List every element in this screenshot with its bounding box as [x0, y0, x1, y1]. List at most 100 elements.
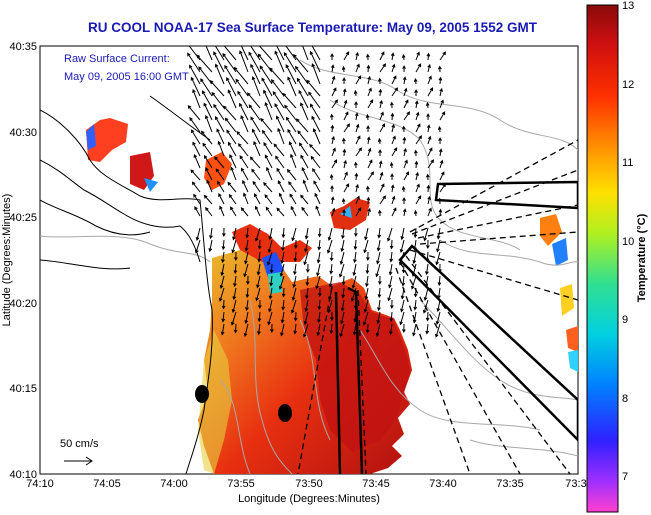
current-vector	[313, 180, 321, 193]
current-vector	[379, 63, 386, 73]
current-vector	[342, 209, 346, 217]
current-vector	[331, 147, 336, 157]
current-vector	[343, 123, 350, 133]
current-vector	[317, 311, 321, 324]
current-vector	[281, 227, 286, 239]
current-vector	[278, 192, 285, 205]
current-vector	[403, 87, 408, 97]
current-vector	[302, 46, 309, 61]
current-vector	[279, 263, 285, 278]
colorbar-tick: 12	[622, 79, 634, 91]
current-vector	[317, 299, 322, 311]
current-vector	[391, 135, 396, 145]
current-vector	[293, 251, 298, 263]
current-vector	[316, 263, 321, 277]
current-vector	[342, 77, 346, 85]
current-vector	[312, 128, 321, 145]
current-vector	[285, 64, 297, 85]
current-vector	[330, 64, 335, 73]
current-vector	[244, 239, 249, 252]
current-vector	[278, 275, 285, 290]
current-vector	[243, 192, 249, 205]
colorbar-tick: 8	[622, 393, 628, 405]
current-vector	[311, 46, 321, 61]
current-vector	[400, 299, 405, 313]
current-vector	[425, 251, 430, 263]
current-vector	[267, 239, 273, 254]
current-vector	[257, 323, 261, 336]
current-vector	[289, 193, 297, 205]
current-vector	[266, 166, 273, 181]
sst-patch-hot	[300, 282, 410, 452]
y-tick: 40:35	[9, 41, 37, 53]
current-vector	[217, 140, 225, 157]
current-vector	[389, 311, 394, 323]
current-vector	[196, 54, 213, 73]
current-vector	[233, 263, 238, 275]
current-vector	[390, 173, 394, 181]
current-vector	[305, 263, 310, 274]
current-vector	[280, 311, 285, 324]
current-vector	[355, 195, 360, 205]
current-vector	[245, 287, 250, 299]
current-vector	[367, 75, 371, 85]
current-vector	[439, 51, 446, 61]
sst-patch-cool	[198, 330, 232, 474]
current-vector	[355, 135, 361, 145]
current-vector	[264, 194, 273, 205]
current-vector	[190, 76, 201, 97]
current-vector	[257, 251, 262, 263]
bathymetry-contours	[40, 59, 578, 474]
current-vector	[437, 197, 442, 205]
current-vector	[377, 137, 382, 145]
current-vector	[276, 46, 285, 61]
current-vector	[427, 147, 433, 157]
current-vector	[352, 263, 357, 277]
current-vector	[436, 227, 441, 240]
current-vector	[439, 111, 446, 121]
current-vector	[377, 227, 382, 239]
current-vector	[355, 123, 360, 133]
current-vector	[218, 287, 225, 302]
y-axis-label: Latitude (Degrees:Minutes)	[1, 194, 13, 327]
current-vector	[401, 275, 406, 287]
current-vector	[228, 141, 237, 157]
current-vector	[329, 263, 334, 275]
current-vector	[187, 52, 201, 73]
current-vector	[353, 161, 358, 169]
current-vector	[375, 323, 381, 338]
current-vector	[293, 311, 298, 322]
current-vector	[267, 311, 273, 326]
current-vector	[269, 323, 274, 334]
current-vector	[249, 156, 261, 169]
current-vector	[252, 128, 261, 145]
current-vector	[317, 239, 322, 251]
current-vector	[367, 99, 374, 109]
current-vector	[300, 194, 309, 205]
current-vector	[427, 87, 434, 97]
current-vector	[425, 239, 430, 250]
current-vector	[303, 311, 309, 326]
current-vector	[438, 208, 443, 217]
current-vector	[424, 275, 429, 289]
current-vector	[233, 323, 238, 334]
current-vector	[331, 75, 336, 85]
current-vector	[247, 92, 261, 109]
current-title: Raw Surface Current:	[64, 53, 170, 65]
current-vector	[413, 227, 418, 239]
current-vector	[208, 239, 213, 253]
current-vector	[437, 263, 442, 274]
current-vector	[437, 287, 441, 300]
current-vector	[301, 206, 309, 217]
current-vector	[241, 167, 249, 181]
current-vector	[331, 99, 338, 109]
current-vector	[272, 91, 285, 109]
current-vector	[221, 239, 226, 251]
current-vector	[232, 227, 237, 241]
current-vector	[274, 50, 285, 73]
current-vector	[413, 287, 418, 298]
current-vector	[286, 168, 297, 181]
current-vector	[413, 209, 418, 217]
current-vector	[342, 88, 347, 97]
current-vector	[329, 113, 334, 121]
